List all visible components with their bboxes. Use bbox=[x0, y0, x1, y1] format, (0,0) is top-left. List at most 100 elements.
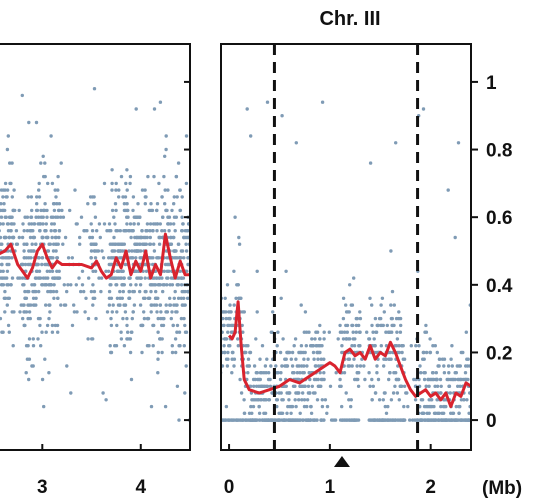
data-point bbox=[0, 242, 4, 246]
data-point bbox=[427, 384, 431, 388]
data-point bbox=[113, 202, 118, 206]
data-point bbox=[465, 398, 469, 402]
data-point bbox=[126, 215, 130, 219]
data-point bbox=[310, 337, 314, 341]
data-point bbox=[18, 276, 22, 280]
data-point bbox=[52, 222, 56, 226]
data-point bbox=[155, 229, 159, 233]
data-point bbox=[370, 323, 374, 328]
data-point bbox=[125, 222, 129, 226]
data-point bbox=[223, 296, 227, 300]
data-point bbox=[10, 256, 14, 260]
data-point bbox=[128, 222, 133, 226]
data-point bbox=[91, 283, 95, 287]
data-point bbox=[382, 310, 386, 314]
data-point bbox=[315, 418, 319, 422]
data-point bbox=[160, 337, 164, 341]
data-point bbox=[110, 168, 114, 172]
data-point bbox=[157, 242, 162, 246]
data-point bbox=[125, 188, 129, 192]
data-point bbox=[21, 262, 25, 267]
data-point bbox=[12, 310, 16, 314]
data-point bbox=[379, 316, 383, 321]
data-point bbox=[128, 174, 133, 179]
data-point bbox=[246, 344, 250, 348]
data-point bbox=[279, 391, 283, 395]
data-point bbox=[145, 235, 149, 240]
data-point bbox=[108, 344, 112, 348]
data-point bbox=[11, 344, 15, 348]
data-point bbox=[163, 404, 168, 409]
data-point bbox=[47, 316, 51, 321]
data-point bbox=[34, 120, 39, 125]
data-point bbox=[178, 188, 182, 192]
data-point bbox=[295, 371, 300, 375]
data-point bbox=[176, 283, 180, 287]
data-point bbox=[128, 276, 132, 280]
data-point bbox=[265, 384, 270, 388]
data-point bbox=[226, 330, 230, 334]
data-point bbox=[341, 296, 346, 300]
data-point bbox=[129, 283, 133, 287]
data-point bbox=[159, 310, 163, 314]
data-point bbox=[1, 222, 5, 226]
data-point bbox=[138, 303, 143, 307]
data-point bbox=[156, 296, 160, 300]
data-point bbox=[176, 296, 181, 300]
data-point bbox=[284, 418, 288, 422]
data-point bbox=[172, 222, 176, 226]
data-point bbox=[432, 404, 436, 409]
data-point bbox=[34, 215, 38, 219]
data-point bbox=[94, 316, 98, 321]
data-point bbox=[350, 303, 355, 307]
data-point bbox=[34, 208, 39, 213]
data-point bbox=[27, 357, 32, 361]
data-point bbox=[115, 323, 119, 328]
data-point bbox=[112, 235, 116, 240]
data-point bbox=[312, 418, 316, 422]
data-point bbox=[357, 371, 361, 375]
data-point bbox=[384, 330, 388, 334]
data-point bbox=[290, 350, 295, 355]
data-point bbox=[367, 371, 371, 375]
data-point bbox=[30, 242, 34, 246]
data-point bbox=[145, 229, 149, 233]
data-point bbox=[115, 229, 120, 233]
data-point bbox=[37, 256, 41, 260]
data-point bbox=[3, 188, 7, 192]
data-point bbox=[158, 303, 162, 307]
data-point bbox=[179, 256, 183, 260]
data-point bbox=[279, 371, 283, 375]
data-point bbox=[382, 391, 387, 395]
data-point bbox=[109, 296, 114, 300]
data-point bbox=[125, 202, 129, 206]
y-tick-label: 0 bbox=[486, 411, 497, 432]
data-point bbox=[160, 350, 164, 355]
data-point bbox=[379, 344, 383, 348]
data-point bbox=[450, 344, 454, 348]
data-point bbox=[166, 188, 170, 192]
data-point bbox=[24, 310, 29, 314]
data-point bbox=[89, 222, 93, 226]
data-point bbox=[306, 357, 310, 361]
data-point bbox=[245, 107, 249, 111]
data-point bbox=[317, 364, 321, 368]
data-point bbox=[10, 276, 15, 280]
data-point bbox=[252, 364, 257, 368]
data-point bbox=[350, 364, 354, 368]
data-point bbox=[370, 377, 374, 382]
data-point bbox=[462, 398, 466, 402]
data-point bbox=[449, 357, 453, 361]
data-point bbox=[88, 235, 92, 240]
data-point bbox=[148, 222, 153, 226]
data-point bbox=[233, 215, 237, 219]
data-point bbox=[117, 269, 121, 273]
data-point bbox=[174, 215, 178, 219]
data-point bbox=[344, 391, 348, 395]
data-point bbox=[168, 222, 173, 226]
data-point bbox=[382, 364, 386, 368]
data-point bbox=[439, 384, 443, 388]
data-point bbox=[119, 330, 123, 334]
data-point bbox=[0, 222, 2, 226]
data-point bbox=[168, 303, 173, 307]
